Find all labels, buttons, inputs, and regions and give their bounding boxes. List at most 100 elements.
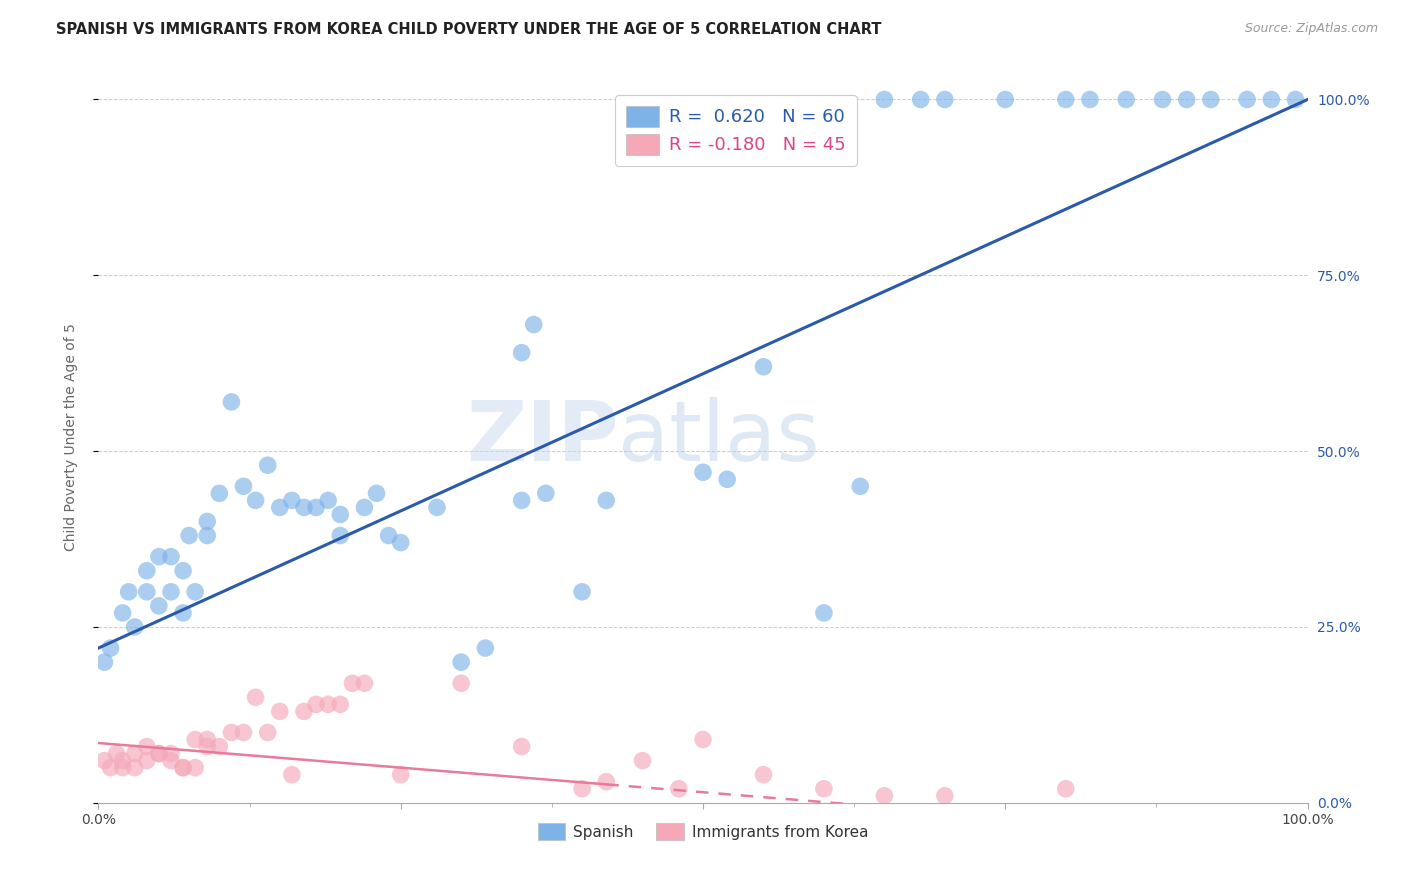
Text: atlas: atlas	[619, 397, 820, 477]
Text: ZIP: ZIP	[465, 397, 619, 477]
Point	[934, 93, 956, 107]
Point	[329, 508, 352, 522]
Point	[118, 584, 141, 599]
Point	[1078, 93, 1101, 107]
Point	[208, 486, 231, 500]
Point	[813, 606, 835, 620]
Point	[329, 698, 352, 712]
Point	[105, 747, 128, 761]
Point	[195, 732, 218, 747]
Point	[1115, 93, 1137, 107]
Point	[111, 761, 134, 775]
Point	[100, 761, 122, 775]
Point	[523, 318, 546, 332]
Point	[934, 789, 956, 803]
Text: Source: ZipAtlas.com: Source: ZipAtlas.com	[1244, 22, 1378, 36]
Point	[510, 739, 533, 754]
Point	[135, 754, 157, 768]
Point	[100, 641, 122, 656]
Point	[160, 747, 183, 761]
Point	[1054, 781, 1077, 796]
Point	[316, 698, 339, 712]
Point	[366, 486, 388, 500]
Point	[124, 620, 146, 634]
Point	[849, 479, 872, 493]
Point	[135, 564, 157, 578]
Point	[208, 739, 231, 754]
Point	[148, 747, 170, 761]
Point	[813, 781, 835, 796]
Point	[221, 725, 243, 739]
Point	[510, 493, 533, 508]
Point	[256, 725, 278, 739]
Point	[281, 767, 304, 781]
Point	[450, 676, 472, 690]
Point	[93, 655, 115, 669]
Point	[631, 754, 654, 768]
Point	[377, 528, 399, 542]
Point	[692, 732, 714, 747]
Point	[221, 395, 243, 409]
Point	[1054, 93, 1077, 107]
Point	[910, 93, 932, 107]
Point	[1260, 93, 1282, 107]
Point	[316, 493, 339, 508]
Point	[172, 606, 194, 620]
Point	[124, 747, 146, 761]
Point	[595, 493, 617, 508]
Point	[135, 584, 157, 599]
Point	[148, 549, 170, 564]
Point	[595, 774, 617, 789]
Point	[184, 761, 207, 775]
Text: SPANISH VS IMMIGRANTS FROM KOREA CHILD POVERTY UNDER THE AGE OF 5 CORRELATION CH: SPANISH VS IMMIGRANTS FROM KOREA CHILD P…	[56, 22, 882, 37]
Point	[245, 690, 267, 705]
Legend: Spanish, Immigrants from Korea: Spanish, Immigrants from Korea	[531, 816, 875, 847]
Point	[1152, 93, 1174, 107]
Y-axis label: Child Poverty Under the Age of 5: Child Poverty Under the Age of 5	[63, 323, 77, 551]
Point	[389, 535, 412, 549]
Point	[195, 515, 218, 529]
Point	[269, 500, 291, 515]
Point	[172, 761, 194, 775]
Point	[269, 705, 291, 719]
Point	[172, 564, 194, 578]
Point	[184, 584, 207, 599]
Point	[873, 789, 896, 803]
Point	[148, 599, 170, 613]
Point	[1199, 93, 1222, 107]
Point	[571, 781, 593, 796]
Point	[281, 493, 304, 508]
Point	[752, 359, 775, 374]
Point	[534, 486, 557, 500]
Point	[160, 584, 183, 599]
Point	[305, 500, 328, 515]
Point	[474, 641, 496, 656]
Point	[245, 493, 267, 508]
Point	[994, 93, 1017, 107]
Point	[292, 705, 315, 719]
Point	[389, 767, 412, 781]
Point	[353, 500, 375, 515]
Point	[111, 754, 134, 768]
Point	[184, 732, 207, 747]
Point	[510, 345, 533, 359]
Point	[716, 472, 738, 486]
Point	[148, 747, 170, 761]
Point	[692, 465, 714, 479]
Point	[124, 761, 146, 775]
Point	[135, 739, 157, 754]
Point	[668, 781, 690, 796]
Point	[160, 754, 183, 768]
Point	[232, 479, 254, 493]
Point	[342, 676, 364, 690]
Point	[160, 549, 183, 564]
Point	[179, 528, 201, 542]
Point	[1236, 93, 1258, 107]
Point	[1175, 93, 1198, 107]
Point	[353, 676, 375, 690]
Point	[571, 584, 593, 599]
Point	[752, 767, 775, 781]
Point	[172, 761, 194, 775]
Point	[1284, 93, 1306, 107]
Point	[450, 655, 472, 669]
